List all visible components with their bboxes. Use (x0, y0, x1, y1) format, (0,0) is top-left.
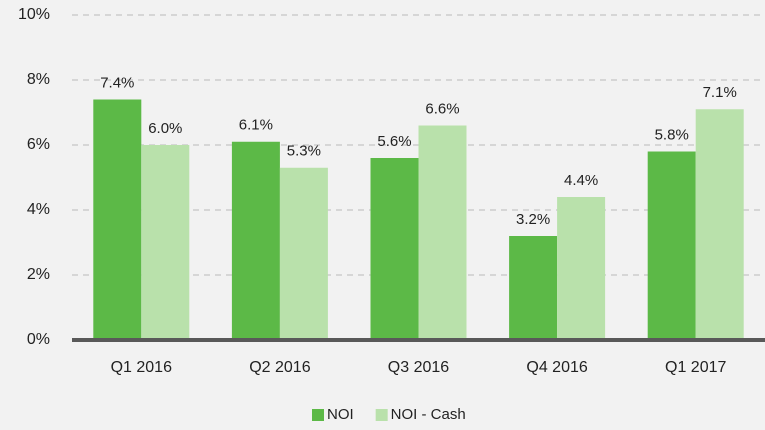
y-tick-label: 8% (27, 71, 50, 88)
y-tick-label: 6% (27, 136, 50, 153)
y-tick-label: 2% (27, 266, 50, 283)
y-tick-label: 4% (27, 201, 50, 218)
legend-swatch (312, 409, 324, 421)
value-label: 7.1% (703, 84, 737, 101)
legend-swatch (375, 409, 388, 421)
y-tick-label: 0% (27, 331, 50, 348)
value-label: 5.6% (377, 133, 411, 150)
x-tick-label: Q4 2016 (526, 359, 587, 376)
x-tick-label: Q1 2016 (111, 359, 172, 376)
x-tick-label: Q2 2016 (249, 359, 310, 376)
x-tick-label: Q3 2016 (388, 359, 449, 376)
x-tick-label: Q1 2017 (665, 359, 726, 376)
value-label: 6.6% (425, 100, 459, 117)
legend-label: NOI (327, 406, 354, 423)
value-label: 5.3% (287, 143, 321, 160)
value-label: 7.4% (100, 74, 134, 91)
bar (93, 99, 142, 340)
bar (557, 197, 606, 340)
bar (418, 125, 467, 340)
bar (279, 167, 328, 340)
legend-label: NOI - Cash (391, 406, 466, 423)
bar (695, 109, 744, 340)
value-label: 6.0% (148, 120, 182, 137)
bar (231, 141, 280, 340)
value-label: 5.8% (655, 126, 689, 143)
value-label: 4.4% (564, 172, 598, 189)
bar (370, 158, 419, 340)
value-label: 3.2% (516, 211, 550, 228)
bar (141, 145, 190, 340)
y-tick-label: 10% (18, 6, 50, 23)
value-label: 6.1% (239, 117, 273, 134)
bar (509, 236, 558, 340)
bar (647, 151, 696, 340)
